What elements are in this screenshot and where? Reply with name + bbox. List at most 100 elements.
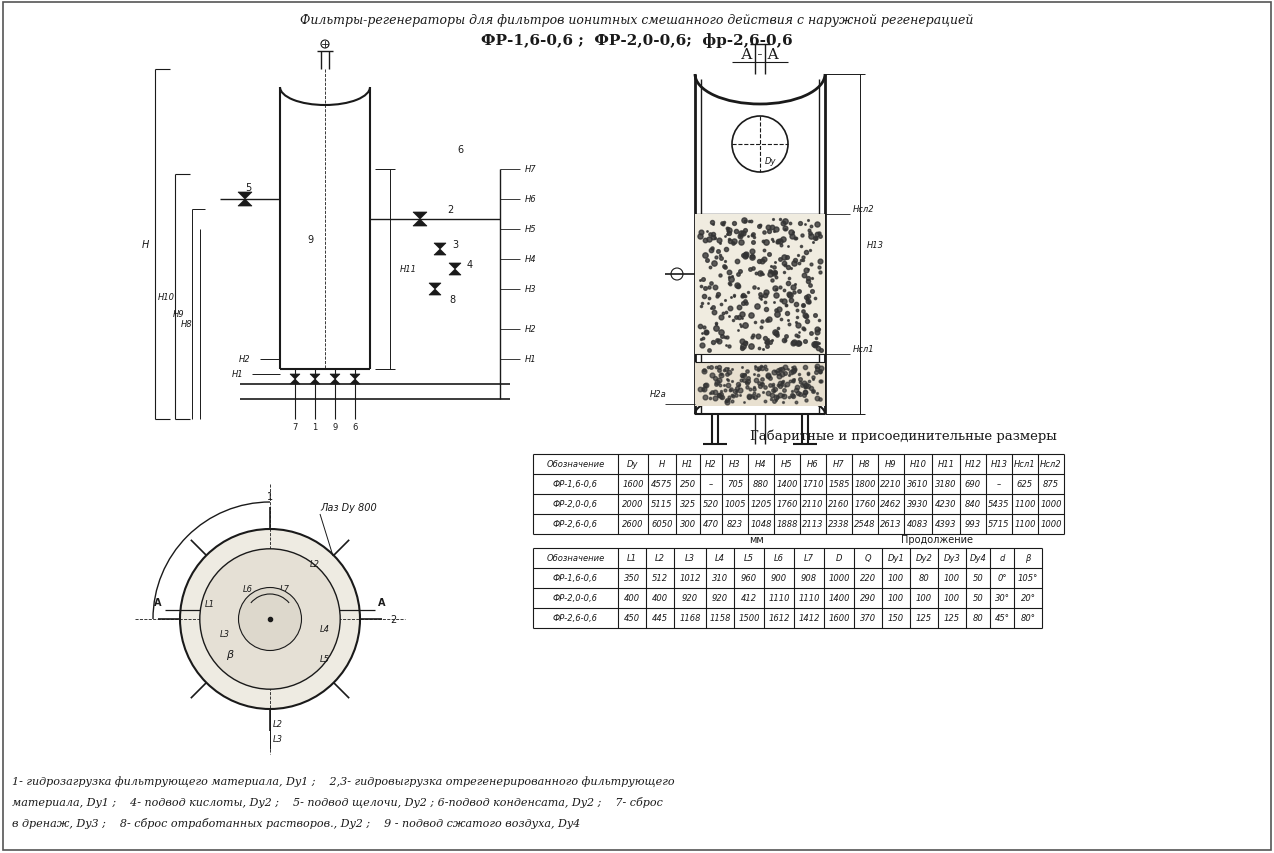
Text: H13: H13 (868, 241, 884, 249)
Text: 1585: 1585 (828, 480, 850, 489)
Text: 290: 290 (860, 594, 877, 603)
Text: 2210: 2210 (880, 480, 902, 489)
Text: 1168: 1168 (679, 614, 701, 623)
Text: 2600: 2600 (622, 519, 643, 529)
Text: H2: H2 (240, 355, 251, 364)
Text: 412: 412 (741, 594, 757, 603)
Text: 80: 80 (919, 574, 929, 583)
Text: 3930: 3930 (907, 500, 929, 509)
Text: L2: L2 (655, 554, 665, 563)
Text: ФР-1,6-0,6: ФР-1,6-0,6 (553, 574, 598, 583)
Text: 1205: 1205 (750, 500, 772, 509)
Text: Dy: Dy (627, 460, 638, 469)
Text: L2: L2 (273, 720, 283, 728)
Text: 1: 1 (268, 491, 273, 502)
Text: 920: 920 (682, 594, 698, 603)
Text: 2548: 2548 (855, 519, 875, 529)
Text: 8: 8 (448, 294, 455, 305)
Text: 5435: 5435 (989, 500, 1010, 509)
Text: ФР-2,0-0,6: ФР-2,0-0,6 (553, 594, 598, 603)
Text: 125: 125 (916, 614, 933, 623)
Text: L3: L3 (273, 734, 283, 744)
Text: 1612: 1612 (768, 614, 790, 623)
Text: 4393: 4393 (935, 519, 957, 529)
Text: 450: 450 (624, 614, 640, 623)
Text: 30°: 30° (995, 594, 1009, 603)
Text: 9: 9 (307, 235, 313, 245)
Text: L6: L6 (775, 554, 784, 563)
Text: β: β (1026, 554, 1031, 563)
Text: 960: 960 (741, 574, 757, 583)
Polygon shape (448, 270, 461, 276)
Polygon shape (310, 374, 320, 380)
Text: 908: 908 (801, 574, 817, 583)
Text: L6: L6 (243, 585, 254, 594)
Text: D: D (836, 554, 842, 563)
Text: 100: 100 (944, 574, 961, 583)
Text: 520: 520 (703, 500, 719, 509)
Text: 2462: 2462 (880, 500, 902, 509)
Text: 900: 900 (771, 574, 787, 583)
Text: 5: 5 (245, 183, 251, 193)
Text: H11: H11 (400, 265, 417, 274)
Text: L7: L7 (804, 554, 814, 563)
Text: 5115: 5115 (651, 500, 673, 509)
Text: 4575: 4575 (651, 480, 673, 489)
Text: H13: H13 (990, 460, 1008, 469)
Text: 1: 1 (312, 423, 317, 432)
Text: 1000: 1000 (828, 574, 850, 583)
Text: 823: 823 (727, 519, 743, 529)
Text: 2338: 2338 (828, 519, 850, 529)
Polygon shape (413, 212, 427, 220)
Text: L3: L3 (685, 554, 696, 563)
Text: 1110: 1110 (799, 594, 819, 603)
Text: 2: 2 (447, 205, 454, 215)
Text: 50: 50 (972, 574, 984, 583)
Text: H12: H12 (964, 460, 981, 469)
Text: Dy1: Dy1 (888, 554, 905, 563)
Text: Dy: Dy (764, 157, 776, 165)
Text: H2: H2 (706, 460, 717, 469)
Text: H11: H11 (938, 460, 954, 469)
Text: L4: L4 (715, 554, 725, 563)
Bar (696, 363, 826, 407)
Text: 1110: 1110 (768, 594, 790, 603)
Text: ФР-2,6-0,6: ФР-2,6-0,6 (553, 519, 598, 529)
Text: 4: 4 (468, 259, 473, 270)
Text: 310: 310 (712, 574, 727, 583)
Text: 80°: 80° (1020, 614, 1036, 623)
Text: H3: H3 (729, 460, 740, 469)
Text: 1600: 1600 (828, 614, 850, 623)
Text: ФР-1,6-0,6: ФР-1,6-0,6 (553, 480, 598, 489)
Text: 690: 690 (964, 480, 981, 489)
Text: 50: 50 (972, 594, 984, 603)
Text: H3: H3 (525, 285, 536, 294)
Text: 6: 6 (457, 145, 462, 154)
Text: 20°: 20° (1020, 594, 1036, 603)
Text: 1412: 1412 (799, 614, 819, 623)
Text: 1000: 1000 (1041, 519, 1061, 529)
Text: 3610: 3610 (907, 480, 929, 489)
Text: Hсл2: Hсл2 (1040, 460, 1061, 469)
Text: 105°: 105° (1018, 574, 1038, 583)
Text: H10: H10 (158, 293, 175, 302)
Text: 2110: 2110 (803, 500, 824, 509)
Text: материала, Dy1 ;    4- подвод кислоты, Dy2 ;    5- подвод щелочи, Dy2 ; 6-подвод: материала, Dy1 ; 4- подвод кислоты, Dy2 … (11, 796, 662, 807)
Polygon shape (238, 200, 252, 206)
Text: 2000: 2000 (622, 500, 643, 509)
Text: β: β (227, 649, 233, 659)
Text: 100: 100 (888, 594, 905, 603)
Text: Продолжение: Продолжение (901, 534, 972, 544)
Text: 150: 150 (888, 614, 905, 623)
Polygon shape (434, 250, 446, 256)
Text: Dy3: Dy3 (944, 554, 961, 563)
Text: 705: 705 (727, 480, 743, 489)
Text: 512: 512 (652, 574, 668, 583)
Text: 2: 2 (390, 614, 396, 624)
Text: 1400: 1400 (828, 594, 850, 603)
Text: H6: H6 (808, 460, 819, 469)
Text: 625: 625 (1017, 480, 1033, 489)
Text: 1400: 1400 (776, 480, 798, 489)
Text: 2113: 2113 (803, 519, 824, 529)
Polygon shape (330, 374, 340, 380)
